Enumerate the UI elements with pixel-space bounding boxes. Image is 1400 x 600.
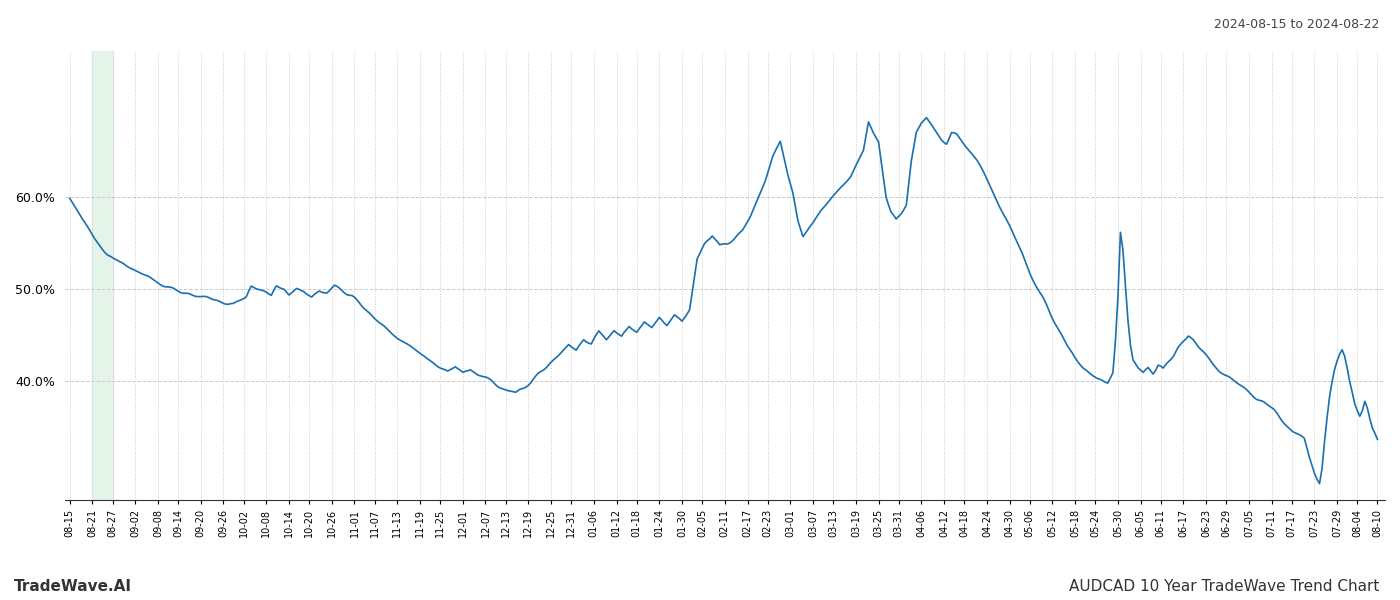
Text: TradeWave.AI: TradeWave.AI: [14, 579, 132, 594]
Text: AUDCAD 10 Year TradeWave Trend Chart: AUDCAD 10 Year TradeWave Trend Chart: [1068, 579, 1379, 594]
Text: 2024-08-15 to 2024-08-22: 2024-08-15 to 2024-08-22: [1214, 18, 1379, 31]
Bar: [92, 51, 112, 500]
